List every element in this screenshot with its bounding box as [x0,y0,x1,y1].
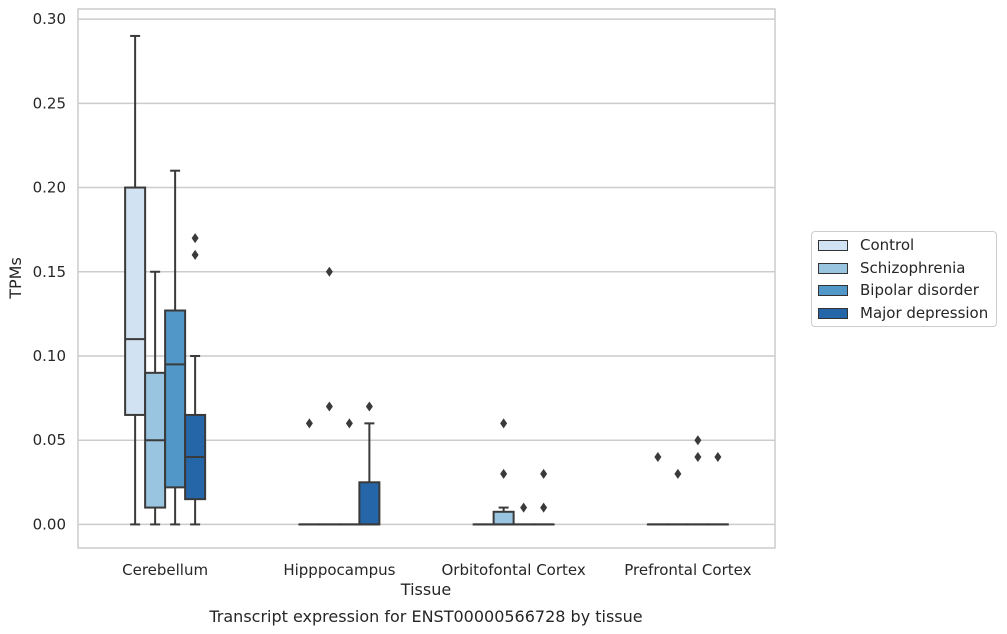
outlier-point [520,502,528,513]
outlier-point [325,401,333,412]
x-axis-ticks: Cerebellum Hipppocampus Orbitofontal Corte… [122,561,751,579]
y-tick-label: 0.05 [33,431,66,449]
legend-swatch-major-depression [818,307,848,319]
plot-area-frame [77,8,776,549]
legend-item-major-depression: Major depression [818,303,988,323]
legend-item-bipolar-disorder: Bipolar disorder [818,280,979,300]
outlier-point [345,418,353,429]
legend-item-control: Control [818,235,914,255]
outlier-point [654,452,662,463]
outlier-point [694,452,702,463]
y-axis-ticks: 0.00 0.05 0.10 0.15 0.20 0.25 0.30 [33,10,66,533]
outlier-point [500,468,508,479]
legend-swatch-bipolar-disorder [818,284,848,296]
box-control [646,452,669,526]
legend-swatch-schizophrenia [818,262,848,274]
y-tick-label: 0.20 [33,179,66,197]
box-bipolar-disorder [686,435,709,526]
box-schizophrenia [492,418,515,526]
box-body [358,481,381,526]
y-tick-label: 0.25 [33,94,66,112]
outlier-point [674,468,682,479]
box-control [298,418,321,526]
y-tick-label: 0.00 [33,515,66,533]
legend-item-schizophrenia: Schizophrenia [818,258,965,278]
outlier-point [694,435,702,446]
legend-label-bipolar-disorder: Bipolar disorder [860,281,979,299]
legend-label-schizophrenia: Schizophrenia [860,259,966,277]
box-bipolar-disorder [512,502,535,526]
box-bipolar-disorder [164,169,187,526]
outlier-point [191,233,199,244]
x-tick-label: Cerebellum [122,561,208,579]
x-axis-label: Tissue [400,580,451,599]
legend-label-major-depression: Major depression [860,304,989,322]
chart-caption: Transcript expression for ENST0000056672… [208,607,642,626]
box-major-depression [358,401,381,526]
box-body [124,186,147,416]
boxes [124,34,729,526]
outlier-point [365,401,373,412]
legend: Control Schizophrenia Bipolar disorder M… [811,231,997,327]
box-major-depression [184,233,207,526]
x-tick-label: Orbitofontal Cortex [442,561,586,579]
outlier-point [540,468,548,479]
x-tick-label: Hipppocampus [283,561,395,579]
legend-label-control: Control [860,236,915,254]
x-tick-label: Prefrontal Cortex [624,561,751,579]
y-tick-label: 0.30 [33,10,66,28]
outlier-point [325,266,333,277]
box-schizophrenia [318,266,341,526]
y-axis-label: TPMs [6,257,25,300]
outlier-point [714,452,722,463]
y-tick-label: 0.10 [33,347,66,365]
legend-swatch-control [818,239,848,251]
outlier-point [500,418,508,429]
outlier-point [540,502,548,513]
box-schizophrenia [666,468,689,526]
box-schizophrenia [144,270,167,526]
box-control [124,34,147,526]
outlier-point [305,418,313,429]
outlier-point [191,249,199,260]
box-bipolar-disorder [338,418,361,526]
box-body [164,309,187,489]
box-major-depression [706,452,729,526]
y-tick-label: 0.15 [33,263,66,281]
box-body [492,510,515,526]
box-major-depression [532,468,555,526]
